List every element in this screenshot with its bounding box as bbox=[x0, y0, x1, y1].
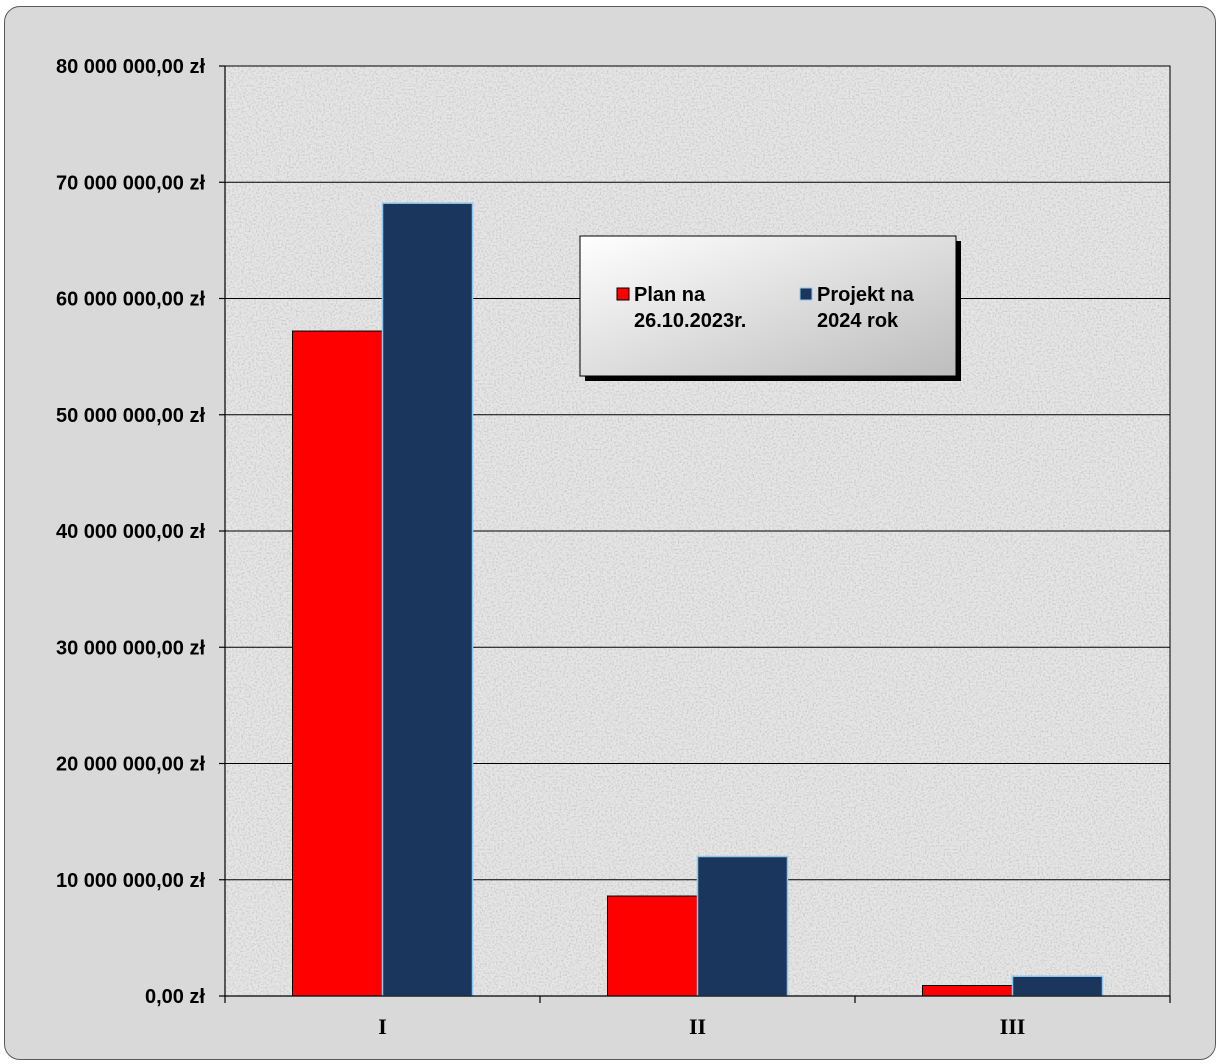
y-tick-label: 70 000 000,00 zł bbox=[56, 172, 205, 194]
y-tick-label: 80 000 000,00 zł bbox=[56, 56, 205, 78]
bar-plan-II bbox=[607, 895, 698, 997]
y-tick-label: 10 000 000,00 zł bbox=[56, 870, 205, 892]
legend-label: 2024 rok bbox=[817, 310, 899, 332]
bar-projekt-II bbox=[696, 855, 789, 997]
y-tick-label: 20 000 000,00 zł bbox=[56, 754, 205, 776]
legend-label: Projekt na bbox=[817, 284, 915, 306]
y-tick-label: 50 000 000,00 zł bbox=[56, 405, 205, 427]
y-tick-label: 40 000 000,00 zł bbox=[56, 521, 205, 543]
y-tick-label: 0,00 zł bbox=[145, 986, 205, 1008]
bar-projekt-I bbox=[381, 202, 474, 997]
legend-swatch bbox=[799, 287, 813, 301]
bar-plan-I bbox=[292, 330, 383, 997]
legend-item-plan: Plan na 26.10.2023r. bbox=[616, 284, 746, 332]
legend: Plan na 26.10.2023r. Projekt na 2024 rok bbox=[579, 235, 961, 381]
x-tick-label: II bbox=[689, 1014, 706, 1039]
legend-swatch bbox=[616, 287, 630, 301]
legend-label: Plan na bbox=[634, 284, 706, 306]
legend-label: 26.10.2023r. bbox=[634, 310, 746, 332]
x-tick-label: III bbox=[1000, 1014, 1026, 1039]
legend-box bbox=[579, 235, 957, 377]
bar-plan-III bbox=[922, 985, 1013, 997]
legend-item-projekt: Projekt na 2024 rok bbox=[799, 284, 915, 332]
x-tick-label: I bbox=[378, 1014, 387, 1039]
bar-projekt-III bbox=[1011, 975, 1104, 997]
y-tick-label: 60 000 000,00 zł bbox=[56, 289, 205, 311]
y-tick-label: 30 000 000,00 zł bbox=[56, 637, 205, 659]
